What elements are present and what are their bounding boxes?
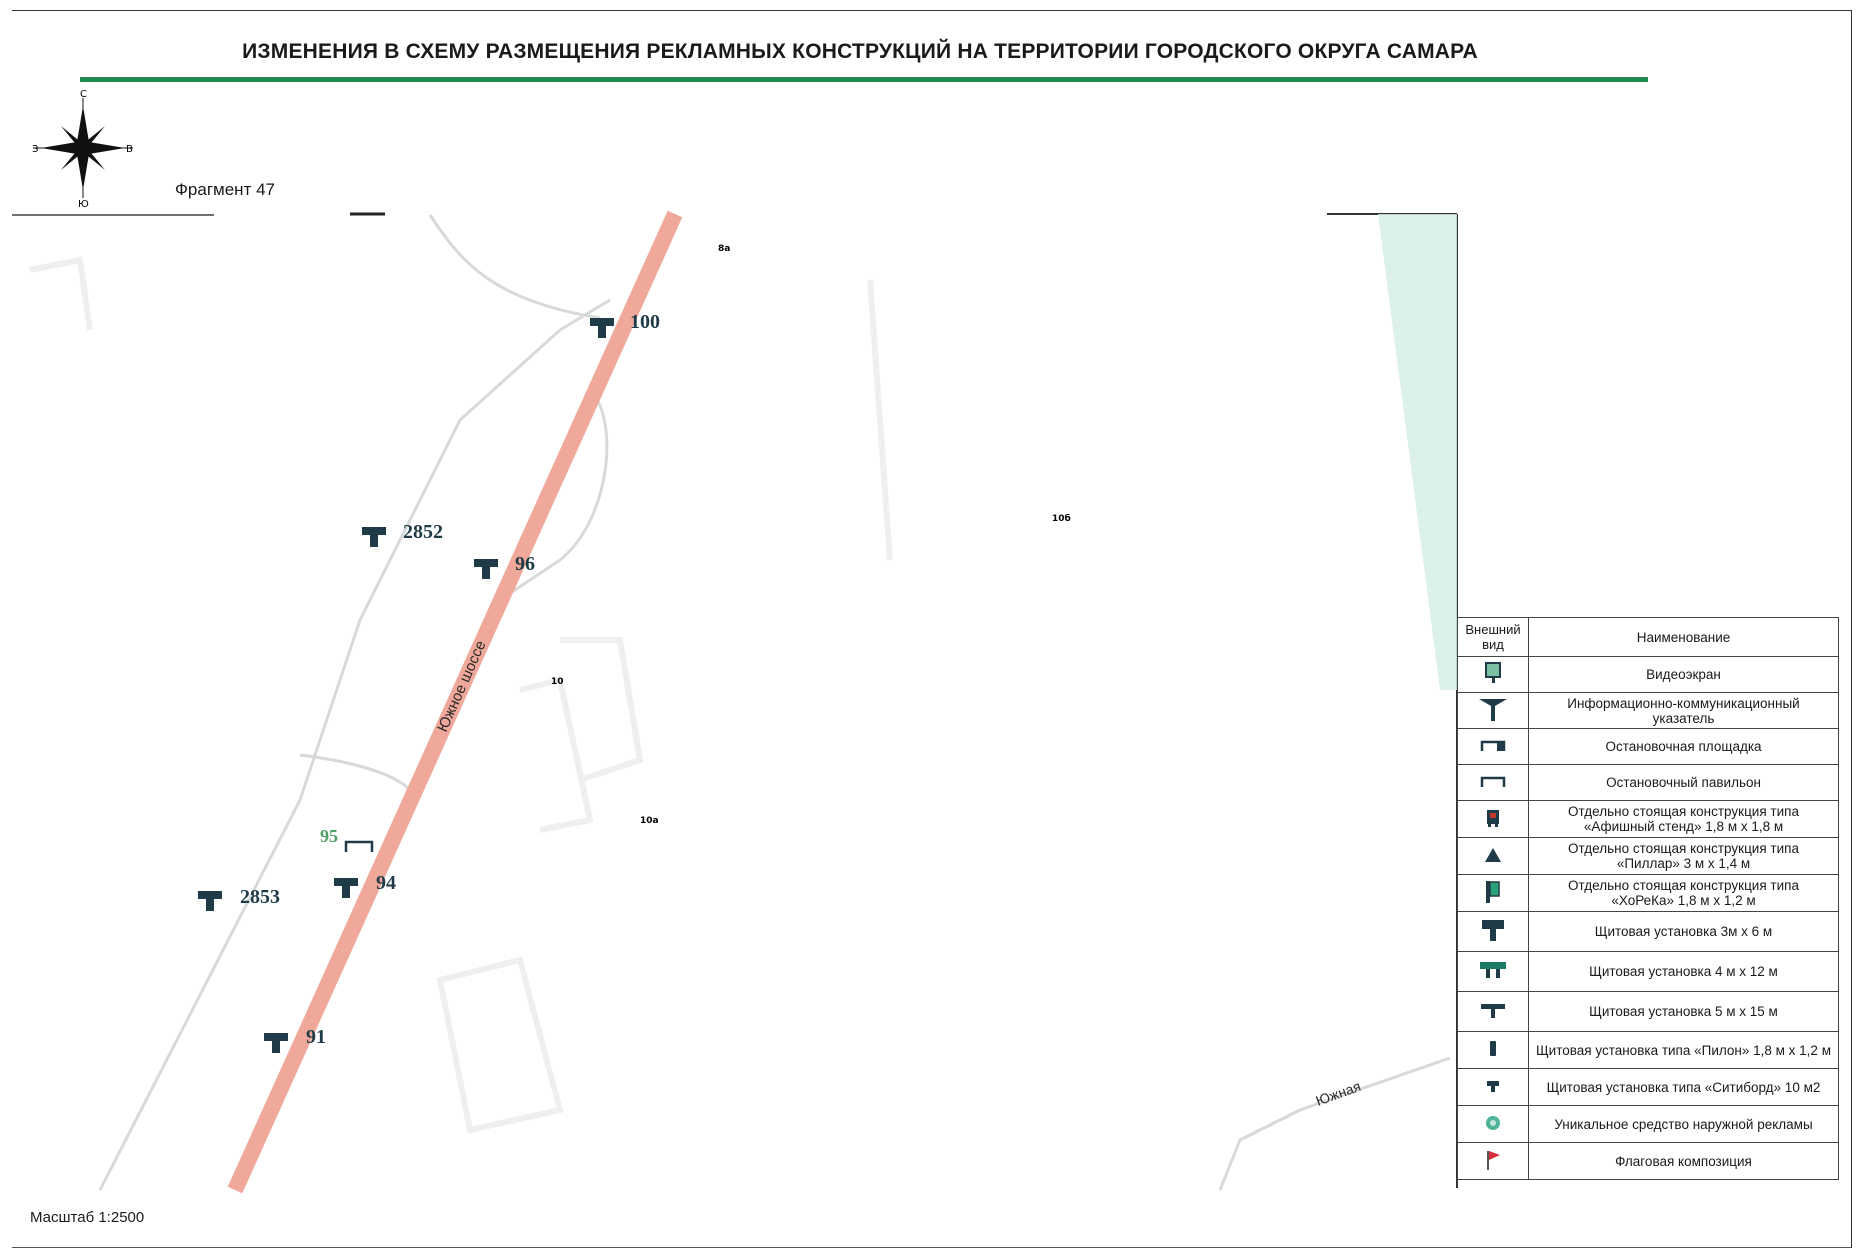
pillar-icon [1485,847,1501,862]
billboard-4x12-icon [1480,962,1506,978]
legend-item-name: Отдельно стоящая конструкция типа «Афишн… [1528,800,1839,838]
marker-91 [264,1033,288,1053]
scale-label: Масштаб 1:2500 [30,1209,145,1226]
marker-label-100: 100 [630,311,660,333]
page-frame [12,10,1852,1248]
legend-item-name: Щитовая установка 5 м х 15 м [1528,991,1839,1032]
legend-item-name: Видеоэкран [1528,656,1839,693]
horeca-icon [1486,880,1500,903]
legend-item-name: Отдельно стоящая конструкция типа «ХоРеК… [1528,874,1839,912]
building-number-8a: 8а [718,244,730,254]
flag-icon [1487,1150,1500,1170]
building-number-10b: 10б [1052,513,1071,524]
legend-item-name: Щитовая установка 3м х 6 м [1528,911,1839,952]
poster-stand-icon [1487,809,1499,827]
building-number-10a: 10а [640,816,659,826]
marker-2852 [362,527,386,547]
legend-item-name: Информационно-коммуникационный указатель [1528,692,1839,729]
title-rule [80,77,1648,82]
fragment-label: Фрагмент 47 [175,180,275,199]
highway-label: Южное шоссе [434,638,489,734]
compass-south: Ю [78,199,89,210]
compass-north: С [80,89,87,100]
legend-item-name: Уникальное средство наружной рекламы [1528,1105,1839,1143]
legend-table: Внешний вид Наименование Видеоэкран Инфо… [1457,617,1839,1180]
info-pointer-icon [1479,699,1507,721]
compass-east: В [126,144,133,155]
marker-label-95: 95 [320,826,338,846]
video-screen-icon [1485,662,1501,683]
cityboard-icon [1487,1080,1499,1092]
marker-label-2853: 2853 [240,886,280,908]
green-area [710,214,1457,690]
legend-item-name: Щитовая установка типа «Ситиборд» 10 м2 [1528,1068,1839,1106]
compass-icon: С Ю В З [32,89,133,210]
bus-pavilion-icon [1480,776,1506,787]
legend-item-name: Флаговая композиция [1528,1142,1839,1180]
legend-item-name: Остановочный павильон [1528,764,1839,801]
marker-94 [334,878,358,898]
legend-item-name: Остановочная площадка [1528,728,1839,765]
bus-stop-platform-icon [1480,740,1506,751]
page-title: ИЗМЕНЕНИЯ В СХЕМУ РАЗМЕЩЕНИЯ РЕКЛАМНЫХ К… [242,40,1478,63]
grey-roads [98,214,1451,1191]
marker-2853 [198,891,222,911]
legend-item-name: Щитовая установка типа «Пилон» 1,8 м х 1… [1528,1031,1839,1069]
marker-label-94: 94 [376,872,396,894]
building-outlines [29,256,893,1134]
side-street-label: Южная [1314,1078,1363,1109]
highway-road [227,210,683,1194]
marker-100 [590,318,614,338]
legend-header-icon: Внешний вид [1457,617,1529,657]
legend-item-name: Щитовая установка 4 м х 12 м [1528,951,1839,992]
marker-label-91: 91 [306,1026,326,1048]
billboard-3x6-icon [1482,920,1504,941]
legend-item-name: Отдельно стоящая конструкция типа «Пилла… [1528,837,1839,875]
unique-ad-icon [1486,1115,1500,1130]
pylon-icon [1490,1040,1496,1056]
marker-label-2852: 2852 [403,521,443,543]
legend-header-name: Наименование [1528,617,1839,657]
marker-95 [344,840,374,852]
marker-label-96: 96 [515,553,535,575]
compass-west: З [32,144,38,155]
building-number-10: 10 [551,677,564,687]
billboard-5x15-icon [1481,1004,1505,1018]
marker-96 [474,559,498,579]
